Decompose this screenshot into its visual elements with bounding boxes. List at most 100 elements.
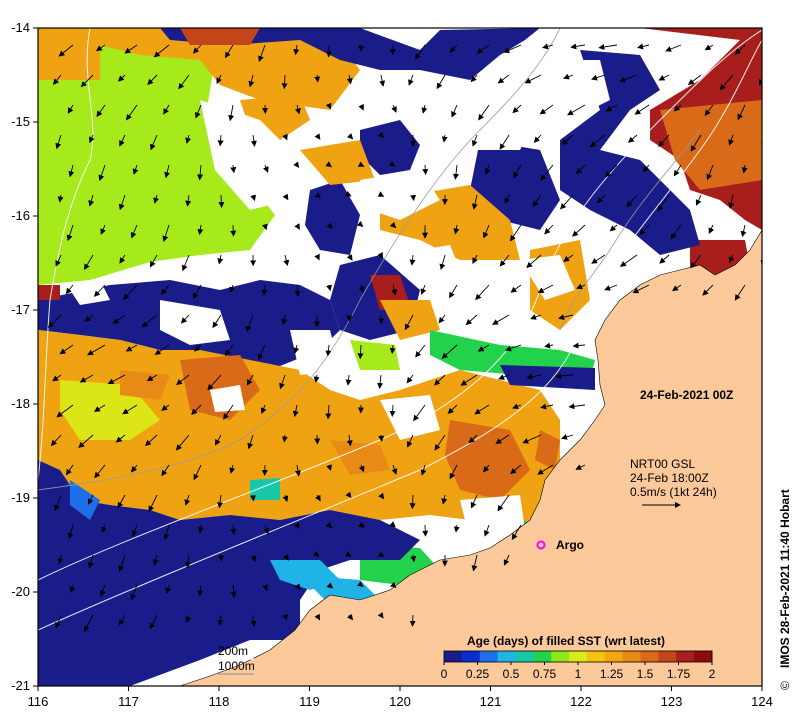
current-arrow xyxy=(185,134,192,144)
current-arrow xyxy=(294,464,301,477)
current-arrow xyxy=(192,284,202,300)
current-arrow xyxy=(218,194,225,209)
current-arrow xyxy=(56,404,74,418)
current-arrow xyxy=(357,580,364,587)
current-arrow xyxy=(358,521,365,528)
current-arrow xyxy=(98,164,106,182)
current-arrow xyxy=(224,44,234,59)
colorbar-segment xyxy=(658,651,677,662)
current-arrow xyxy=(191,404,202,415)
current-arrow xyxy=(223,404,234,420)
current-arrow xyxy=(101,524,107,534)
current-arrow xyxy=(572,224,586,237)
current-arrow xyxy=(225,344,234,357)
current-arrow xyxy=(314,192,322,199)
colorbar: Age (days) of filled SST (wrt latest) 0 0… xyxy=(440,633,718,685)
current-arrow xyxy=(719,74,734,91)
current-arrow xyxy=(197,584,204,597)
current-arrow xyxy=(84,314,94,322)
current-arrow xyxy=(499,254,510,267)
current-arrow xyxy=(181,254,190,272)
current-arrow xyxy=(773,285,777,294)
y-axis: -14 -15 -16 -17 -18 -19 -20 -21 xyxy=(11,20,38,693)
current-arrow xyxy=(604,284,618,291)
current-arrow xyxy=(503,554,510,566)
bathymetry-contours xyxy=(38,28,762,631)
x-tick-label: 116 xyxy=(28,694,49,709)
current-arrow xyxy=(197,224,204,236)
current-arrow xyxy=(93,284,106,297)
current-arrow xyxy=(294,104,301,115)
current-arrow xyxy=(596,194,606,204)
current-arrow xyxy=(734,44,746,55)
current-arrow xyxy=(250,134,257,147)
current-arrow xyxy=(537,284,554,293)
current-arrow xyxy=(117,74,126,82)
current-arrow xyxy=(659,254,670,264)
current-arrow xyxy=(447,404,458,415)
current-arrow xyxy=(314,74,321,83)
current-arrow xyxy=(673,164,682,177)
current-arrow xyxy=(544,342,554,349)
current-arrow xyxy=(149,254,158,268)
current-legend: NRT00 GSL 24-Feb 18:00Z 0.5m/s (1kt 24h) xyxy=(630,457,717,508)
current-arrow xyxy=(441,344,458,359)
current-arrow xyxy=(279,374,286,390)
colorbar-tick-label: 1.25 xyxy=(600,667,624,681)
current-arrow xyxy=(230,224,237,237)
current-arrow xyxy=(217,134,224,147)
current-arrow xyxy=(690,134,702,152)
current-arrow xyxy=(420,284,427,295)
current-arrow xyxy=(391,104,397,113)
current-arrow xyxy=(78,434,94,449)
current-arrow xyxy=(125,344,138,352)
current-arrow xyxy=(642,164,650,173)
current-arrow xyxy=(530,314,542,320)
current-arrow xyxy=(741,164,748,174)
current-arrow xyxy=(639,224,650,236)
colorbar-tick-label: 1.75 xyxy=(667,667,691,681)
current-arrow xyxy=(192,44,202,54)
current-arrow xyxy=(153,44,170,58)
current-arrow xyxy=(504,194,511,205)
current-arrow xyxy=(216,74,222,84)
current-arrow xyxy=(560,194,574,210)
colorbar-segment xyxy=(479,651,499,662)
current-arrow xyxy=(451,104,458,118)
y-tick-label: -15 xyxy=(11,114,30,129)
current-arrow xyxy=(57,194,64,203)
current-arrow xyxy=(283,254,290,267)
contour-shallow-label: 200m xyxy=(218,644,248,658)
current-arrow xyxy=(452,164,459,180)
current-arrow xyxy=(245,314,254,333)
current-arrow xyxy=(358,103,364,111)
current-arrow xyxy=(567,104,586,116)
current-arrow xyxy=(195,104,202,119)
x-axis: 116 117 118 119 120 121 122 123 124 xyxy=(28,686,773,709)
current-arrow xyxy=(498,374,510,380)
current-arrow xyxy=(478,104,490,121)
current-arrow xyxy=(247,434,254,450)
current-arrow xyxy=(292,404,299,418)
current-arrow xyxy=(740,224,747,238)
y-tick-label: -14 xyxy=(11,20,30,35)
x-tick-label: 123 xyxy=(661,694,683,709)
current-arrow xyxy=(357,344,364,360)
current-arrow xyxy=(229,464,236,474)
current-arrow xyxy=(79,374,94,383)
current-arrow xyxy=(176,374,190,386)
current-arrow xyxy=(728,134,734,146)
current-arrow xyxy=(119,134,126,147)
current-arrow xyxy=(558,314,574,321)
current-vectors xyxy=(47,43,777,633)
y-tick-label: -21 xyxy=(11,678,30,693)
colorbar-tick-label: 0.75 xyxy=(533,667,557,681)
current-arrow xyxy=(130,224,138,239)
current-arrow xyxy=(197,164,204,181)
current-arrow xyxy=(379,74,386,87)
current-arrow xyxy=(193,344,202,352)
current-arrow xyxy=(389,344,396,355)
current-arrow xyxy=(570,43,586,50)
current-arrow xyxy=(161,284,170,296)
contour-deep-label: 1000m xyxy=(218,659,255,673)
